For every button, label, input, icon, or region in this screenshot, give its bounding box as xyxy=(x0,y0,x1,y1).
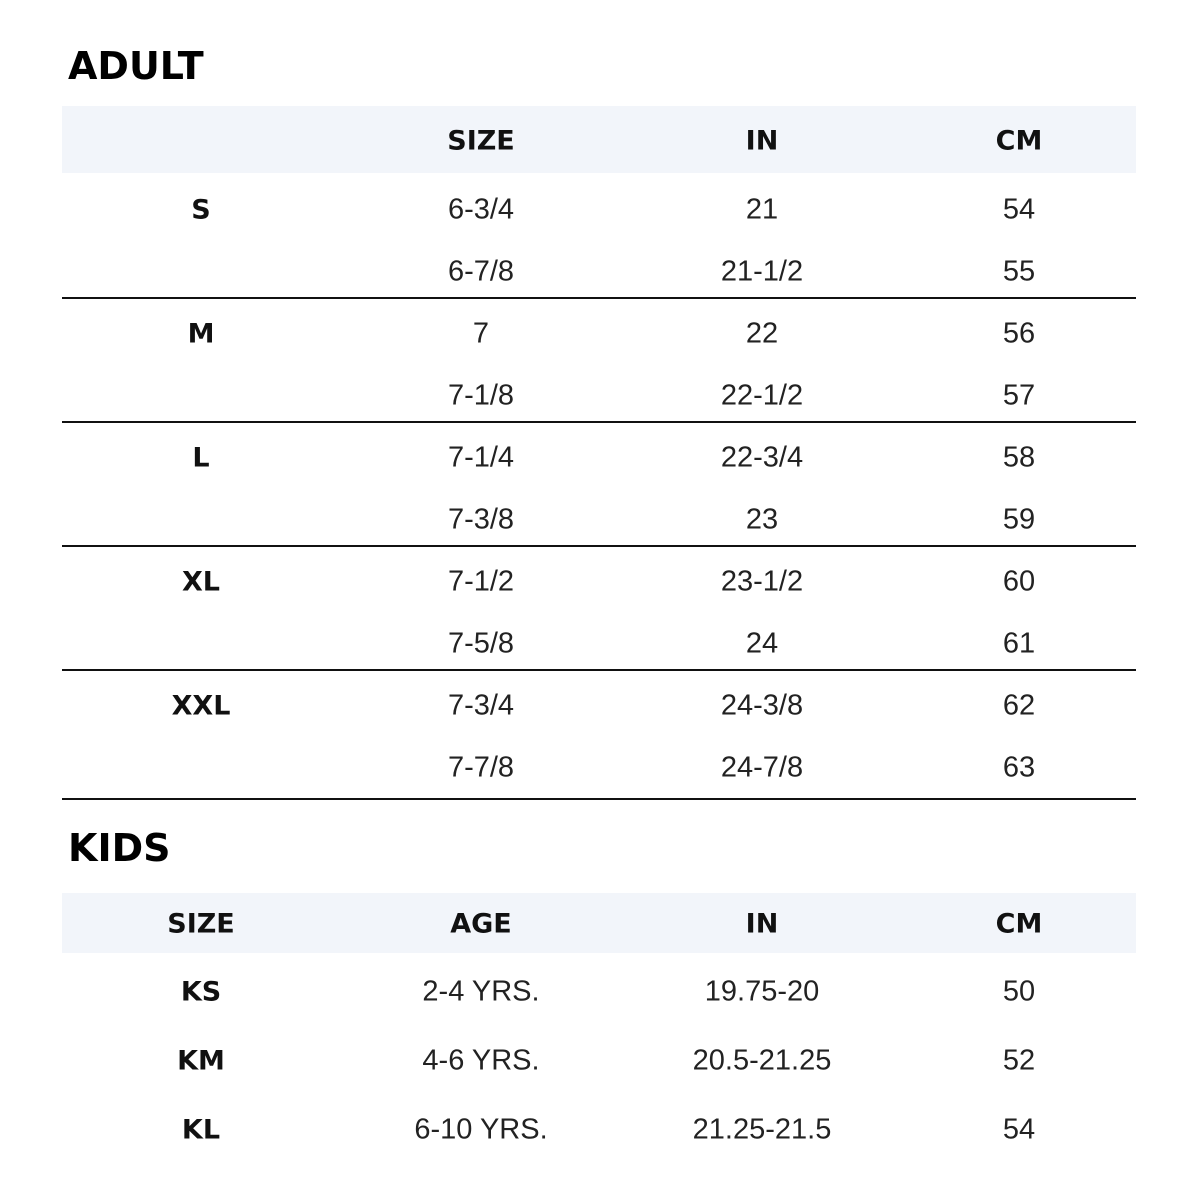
cell: 21 xyxy=(745,193,779,226)
cell: 23-1/2 xyxy=(720,565,804,598)
cell: 7-1/4 xyxy=(447,441,515,474)
cell: 24 xyxy=(745,627,779,660)
cell: 50 xyxy=(1002,975,1036,1008)
size-label: KL xyxy=(181,1114,221,1146)
cell: 22 xyxy=(745,317,779,350)
cell: 7-1/8 xyxy=(447,379,515,412)
cell: 24-3/8 xyxy=(720,689,804,722)
cell: 6-7/8 xyxy=(447,255,515,288)
column-header: SIZE xyxy=(167,908,235,940)
cell: 6-10 YRS. xyxy=(414,1113,548,1146)
cell: 6-3/4 xyxy=(447,193,515,226)
cell: 61 xyxy=(1002,627,1036,660)
cell: 59 xyxy=(1002,503,1036,536)
size-label: XXL xyxy=(171,690,231,722)
cell: 7 xyxy=(472,317,490,350)
size-label: KS xyxy=(180,976,222,1008)
size-label: L xyxy=(192,442,210,474)
cell: 63 xyxy=(1002,751,1036,784)
header-band xyxy=(62,106,1136,173)
cell: 55 xyxy=(1002,255,1036,288)
cell: 22-3/4 xyxy=(720,441,804,474)
cell: 24-7/8 xyxy=(720,751,804,784)
group-rule xyxy=(62,421,1136,423)
cell: 23 xyxy=(745,503,779,536)
cell: 7-3/8 xyxy=(447,503,515,536)
cell: 21.25-21.5 xyxy=(692,1113,832,1146)
cell: 7-3/4 xyxy=(447,689,515,722)
group-rule xyxy=(62,798,1136,800)
column-header: CM xyxy=(995,908,1043,940)
cell: 7-5/8 xyxy=(447,627,515,660)
size-label: XL xyxy=(181,566,221,598)
section-title: KIDS xyxy=(68,826,171,870)
group-rule xyxy=(62,297,1136,299)
cell: 56 xyxy=(1002,317,1036,350)
cell: 2-4 YRS. xyxy=(422,975,540,1008)
size-label: KM xyxy=(177,1045,225,1077)
cell: 52 xyxy=(1002,1044,1036,1077)
cell: 7-1/2 xyxy=(447,565,515,598)
cell: 60 xyxy=(1002,565,1036,598)
cell: 7-7/8 xyxy=(447,751,515,784)
column-header: CM xyxy=(995,125,1043,157)
column-header: IN xyxy=(745,908,779,940)
cell: 58 xyxy=(1002,441,1036,474)
section-title: ADULT xyxy=(68,44,204,88)
cell: 57 xyxy=(1002,379,1036,412)
cell: 54 xyxy=(1002,193,1036,226)
cell: 20.5-21.25 xyxy=(692,1044,832,1077)
cell: 21-1/2 xyxy=(720,255,804,288)
size-label: M xyxy=(187,318,215,350)
cell: 62 xyxy=(1002,689,1036,722)
group-rule xyxy=(62,669,1136,671)
column-header: SIZE xyxy=(447,125,515,157)
header-band xyxy=(62,893,1136,953)
column-header: AGE xyxy=(450,908,512,940)
cell: 22-1/2 xyxy=(720,379,804,412)
cell: 19.75-20 xyxy=(704,975,820,1008)
size-label: S xyxy=(191,194,211,226)
cell: 4-6 YRS. xyxy=(422,1044,540,1077)
group-rule xyxy=(62,545,1136,547)
column-header: IN xyxy=(745,125,779,157)
cell: 54 xyxy=(1002,1113,1036,1146)
